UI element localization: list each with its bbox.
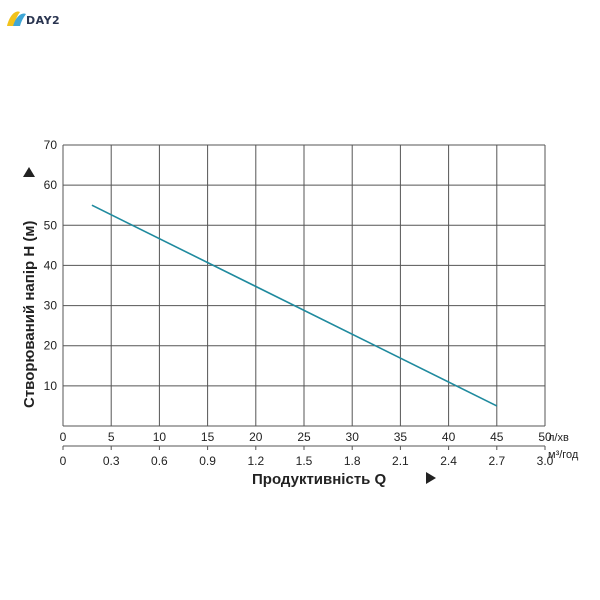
x-tick-label: 0	[60, 430, 67, 444]
y-tick-label: 10	[44, 379, 58, 393]
y-tick-label: 30	[44, 299, 58, 313]
x2-tick-label: 2.7	[488, 454, 505, 468]
x-axis-title-group: Продуктивність Q	[252, 471, 436, 488]
x-axis-arrow-icon	[426, 472, 436, 484]
y-axis-title-group: Створюваний напір H (м)	[21, 167, 38, 408]
x2-tick-label: 0.3	[103, 454, 120, 468]
x2-tick-label: 2.4	[440, 454, 457, 468]
x2-axis-ticks: 0 0.3 0.6 0.9 1.2 1.5 1.8 2.1 2.4 2.7 3.0	[60, 446, 554, 468]
x-axis-unit: л/хв	[548, 432, 569, 444]
x-tick-label: 25	[297, 430, 311, 444]
y-axis-title: Створюваний напір H (м)	[21, 221, 38, 408]
logo-text: DAY2	[26, 14, 60, 27]
x-tick-label: 30	[346, 430, 360, 444]
x-tick-label: 50	[538, 430, 552, 444]
x-tick-label: 35	[394, 430, 408, 444]
x-axis-title: Продуктивність Q	[252, 471, 387, 488]
x2-tick-label: 3.0	[537, 454, 554, 468]
y-axis-arrow-icon	[23, 167, 35, 177]
x-tick-label: 10	[153, 430, 167, 444]
day2-logo: DAY2	[7, 11, 60, 27]
logo-mark-icon-2	[13, 13, 26, 26]
x2-tick-label: 1.2	[247, 454, 264, 468]
x-tick-label: 40	[442, 430, 456, 444]
series-line	[91, 204, 498, 407]
chart-grid	[62, 144, 546, 427]
x2-tick-label: 1.5	[296, 454, 313, 468]
x2-tick-label: 0.6	[151, 454, 168, 468]
x-tick-label: 5	[108, 430, 115, 444]
logo-mark-icon	[7, 11, 20, 26]
x2-tick-label: 0.9	[199, 454, 216, 468]
x-axis-ticks: 0 5 10 15 20 25 30 35 40 45 50	[60, 430, 552, 444]
x2-axis-unit: м³/год	[548, 449, 579, 461]
y-tick-label: 60	[44, 178, 58, 192]
y-tick-label: 70	[44, 138, 58, 152]
x2-tick-label: 0	[60, 454, 67, 468]
x2-tick-label: 1.8	[344, 454, 361, 468]
y-tick-label: 50	[44, 218, 58, 232]
y-tick-label: 20	[44, 339, 58, 353]
x2-tick-label: 2.1	[392, 454, 409, 468]
y-axis-ticks: 10 20 30 40 50 60 70	[44, 138, 58, 393]
x-tick-label: 45	[490, 430, 504, 444]
chart-series	[91, 204, 498, 407]
y-tick-label: 40	[44, 258, 58, 272]
x-tick-label: 20	[249, 430, 263, 444]
x-tick-label: 15	[201, 430, 215, 444]
